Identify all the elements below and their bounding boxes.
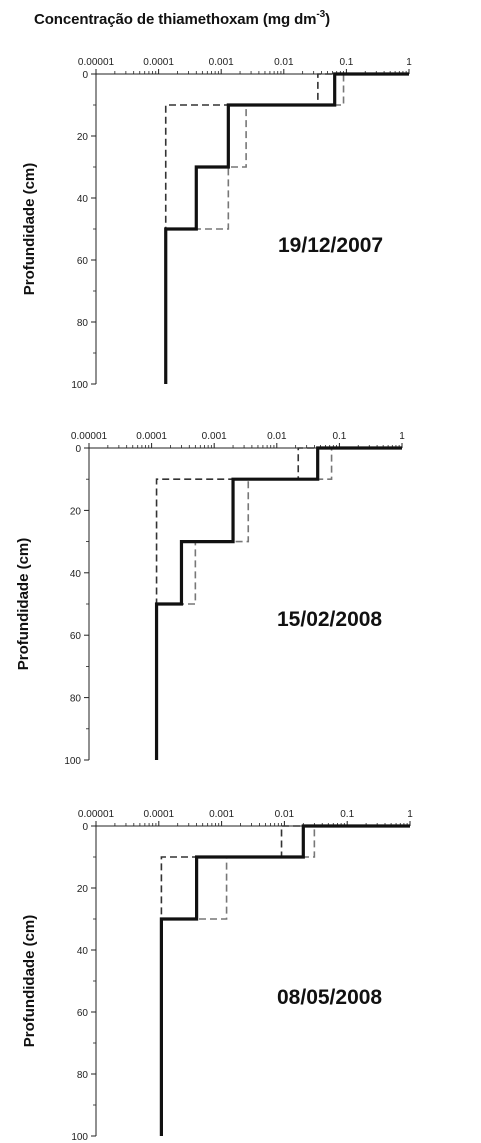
x-tick-label: 1 [399, 431, 405, 442]
y-tick-label: 20 [70, 506, 82, 517]
series-dashed-low-line [160, 825, 410, 1136]
x-tick-label: 0.001 [209, 809, 234, 820]
figure-title-area: Concentração de thiamethoxam (mg dm-3) [0, 0, 481, 42]
x-tick-label: 0.0001 [143, 57, 174, 68]
y-tick-label: 100 [71, 380, 88, 391]
x-tick-label: 0.1 [339, 57, 353, 68]
chart-date-label: 19/12/2007 [278, 234, 383, 257]
figure-title-exponent: -3 [316, 9, 326, 20]
figure-title-text: Concentração de thiamethoxam (mg dm [34, 11, 317, 28]
x-tick-label: 0.001 [209, 57, 234, 68]
figure-title: Concentração de thiamethoxam (mg dm-3) [34, 9, 330, 28]
x-tick-label: 0.01 [274, 57, 294, 68]
y-tick-label: 20 [77, 132, 89, 143]
y-axis-label: Profundidade (cm) [21, 915, 38, 1048]
y-tick-label: 80 [77, 318, 89, 329]
x-tick-label: 0.00001 [71, 431, 108, 442]
y-tick-label: 0 [82, 822, 88, 833]
x-tick-label: 1 [407, 809, 413, 820]
series-solid-line [159, 824, 410, 1136]
y-tick-label: 0 [75, 444, 81, 455]
y-tick-label: 80 [70, 694, 82, 705]
x-tick-label: 0.01 [267, 431, 287, 442]
y-tick-label: 40 [70, 569, 82, 580]
chart-panel-3: 0.00001 0.0001 0.001 0.01 0.1 1 0 20 40 60 80 100 Pr… [21, 809, 413, 1143]
x-tick-label: 0.0001 [144, 809, 175, 820]
y-tick-label: 0 [82, 70, 88, 81]
chart-date-label: 08/05/2008 [277, 986, 382, 1009]
chart-panel-1: 0.00001 0.0001 0.001 0.01 0.1 1 0 20 40 60 80 100 Pr… [21, 57, 412, 391]
series-solid-line [164, 72, 409, 384]
y-tick-label: 60 [77, 256, 89, 267]
x-tick-label: 0.0001 [136, 431, 167, 442]
x-tick-label: 0.1 [340, 809, 354, 820]
y-axis-label: Profundidade (cm) [15, 538, 32, 671]
chart-date-label: 15/02/2008 [277, 608, 382, 631]
figure-title-close: ) [325, 11, 330, 28]
series-solid-line [154, 446, 402, 760]
x-tick-label: 0.01 [275, 809, 295, 820]
x-tick-label: 0.00001 [78, 809, 115, 820]
y-axis-label: Profundidade (cm) [21, 163, 38, 296]
y-tick-label: 100 [64, 756, 81, 767]
series-dashed-high-line [160, 825, 410, 1136]
y-tick-label: 40 [77, 946, 89, 957]
chart-panel-2: 0.00001 0.0001 0.001 0.01 0.1 1 0 20 40 60 80 100 Pr… [15, 431, 405, 767]
y-tick-label: 20 [77, 884, 89, 895]
series-dashed-low-line [164, 73, 409, 384]
x-tick-label: 0.001 [202, 431, 227, 442]
x-tick-label: 1 [406, 57, 412, 68]
y-tick-label: 100 [71, 1132, 88, 1143]
y-tick-label: 40 [77, 194, 89, 205]
x-tick-label: 0.1 [332, 431, 346, 442]
series-dashed-high-line [155, 447, 402, 760]
y-tick-label: 80 [77, 1070, 89, 1081]
series-dashed-high-line [164, 73, 409, 384]
y-tick-label: 60 [70, 631, 82, 642]
y-tick-label: 60 [77, 1008, 89, 1019]
x-tick-label: 0.00001 [78, 57, 115, 68]
